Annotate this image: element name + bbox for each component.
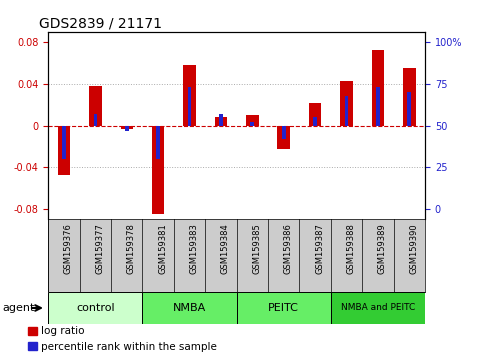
Bar <box>376 87 380 126</box>
Text: GSM159386: GSM159386 <box>284 223 293 274</box>
Bar <box>219 114 223 126</box>
Bar <box>345 96 348 126</box>
Bar <box>246 115 259 126</box>
Bar <box>331 292 425 324</box>
Bar <box>309 103 322 126</box>
Text: GSM159377: GSM159377 <box>96 223 104 274</box>
Text: NMBA: NMBA <box>173 303 206 313</box>
Text: GSM159378: GSM159378 <box>127 223 136 274</box>
Bar <box>48 292 142 324</box>
Bar <box>156 126 160 159</box>
Text: NMBA and PEITC: NMBA and PEITC <box>341 303 415 313</box>
Bar <box>125 126 128 131</box>
Bar <box>152 126 164 214</box>
Text: PEITC: PEITC <box>269 303 299 313</box>
Text: GSM159376: GSM159376 <box>64 223 73 274</box>
Bar <box>341 81 353 126</box>
Bar <box>142 292 237 324</box>
Bar <box>313 117 317 126</box>
Bar <box>372 50 384 126</box>
Bar <box>89 86 102 126</box>
Text: GDS2839 / 21171: GDS2839 / 21171 <box>39 16 162 30</box>
Text: GSM159384: GSM159384 <box>221 223 230 274</box>
Bar <box>282 126 285 139</box>
Bar <box>277 126 290 149</box>
Text: GSM159389: GSM159389 <box>378 223 387 274</box>
Text: control: control <box>76 303 114 313</box>
Text: GSM159387: GSM159387 <box>315 223 324 274</box>
Legend: log ratio, percentile rank within the sample: log ratio, percentile rank within the sa… <box>24 322 221 354</box>
Bar <box>121 126 133 129</box>
Text: GSM159381: GSM159381 <box>158 223 167 274</box>
Bar <box>251 122 254 126</box>
Text: GSM159385: GSM159385 <box>253 223 261 274</box>
Text: GSM159383: GSM159383 <box>189 223 199 274</box>
Bar <box>237 292 331 324</box>
Text: agent: agent <box>2 303 35 313</box>
Text: GSM159388: GSM159388 <box>347 223 355 274</box>
Bar <box>408 92 411 126</box>
Bar <box>94 114 97 126</box>
Bar <box>62 126 66 159</box>
Bar <box>58 126 71 175</box>
Bar <box>403 68 416 126</box>
Text: GSM159390: GSM159390 <box>410 223 418 274</box>
Bar <box>214 117 227 126</box>
Bar <box>188 87 191 126</box>
Bar <box>184 65 196 126</box>
